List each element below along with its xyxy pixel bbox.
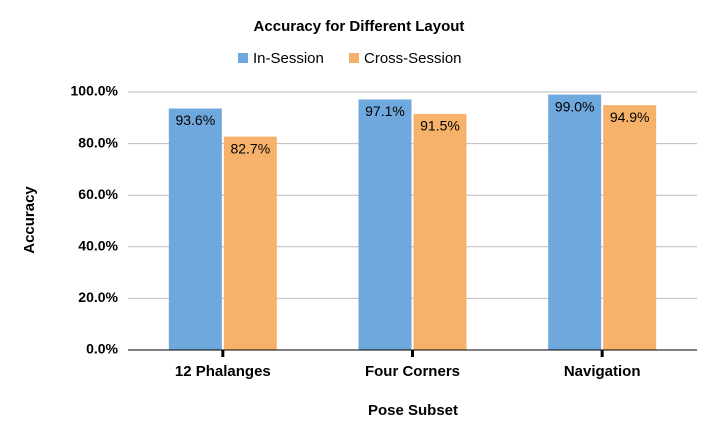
data-label: 91.5% (420, 118, 460, 134)
bar (548, 94, 602, 350)
chart-title: Accuracy for Different Layout (254, 18, 465, 35)
data-label: 97.1% (365, 103, 405, 119)
y-tick-label: 0.0% (86, 341, 118, 357)
bar (413, 113, 467, 351)
legend-swatch (349, 53, 359, 63)
x-tick-label: Four Corners (365, 363, 460, 380)
y-tick-label: 20.0% (78, 289, 118, 305)
x-axis-label: Pose Subset (368, 402, 458, 419)
data-label: 93.6% (175, 112, 215, 128)
legend-swatch (238, 53, 248, 63)
x-tick-label: 12 Phalanges (175, 363, 271, 380)
y-axis-label: Accuracy (21, 186, 38, 254)
legend-label: Cross-Session (364, 50, 462, 67)
bar (223, 136, 277, 350)
bar (603, 105, 657, 351)
bar (168, 108, 222, 351)
data-label: 99.0% (555, 98, 595, 114)
legend-label: In-Session (253, 50, 324, 67)
x-tick-label: Navigation (564, 363, 641, 380)
y-tick-label: 100.0% (71, 83, 119, 99)
y-tick-label: 60.0% (78, 186, 118, 202)
y-tick-label: 40.0% (78, 238, 118, 254)
y-tick-label: 80.0% (78, 134, 118, 150)
data-label: 82.7% (230, 140, 270, 156)
bar (358, 99, 412, 351)
data-label: 94.9% (610, 109, 650, 125)
